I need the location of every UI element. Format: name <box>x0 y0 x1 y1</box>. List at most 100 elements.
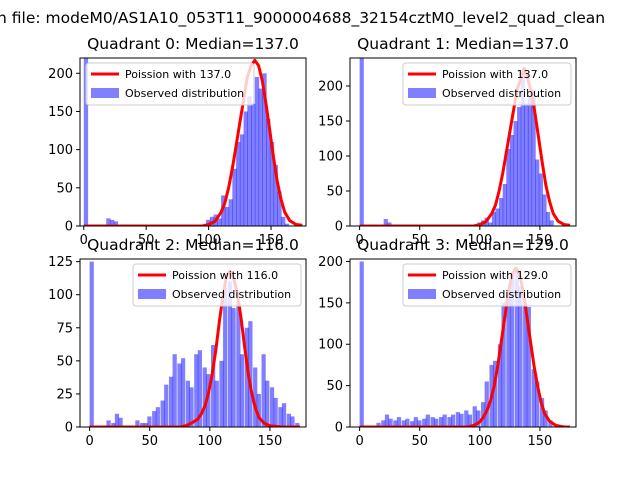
histogram-bar <box>232 168 237 226</box>
histogram-bar <box>83 58 89 226</box>
histogram-bar <box>517 107 522 226</box>
histogram-bar <box>467 414 473 427</box>
histogram-bar <box>548 420 553 427</box>
histogram-bar <box>160 400 165 427</box>
axes-frame <box>79 258 307 428</box>
histogram-bar <box>497 344 503 427</box>
histogram-bar <box>383 219 388 226</box>
histogram-bar <box>269 142 275 226</box>
histogram-bar <box>277 191 282 226</box>
histogram <box>359 58 554 226</box>
histogram-bar <box>239 354 245 427</box>
histogram-bar <box>476 410 481 427</box>
x-tick-label: 100 <box>196 233 221 248</box>
histogram-bar <box>197 350 203 427</box>
histogram-bar <box>526 307 531 427</box>
histogram-bar <box>472 406 477 427</box>
histogram-bar <box>513 121 518 226</box>
histogram-bar <box>143 423 148 427</box>
histogram-bar <box>172 354 177 427</box>
y-tick-label: 150 <box>48 105 73 120</box>
y-tick-label: 50 <box>326 379 343 394</box>
legend: Poission with 137.0 Observed distribution <box>402 62 572 106</box>
histogram-bar <box>256 393 261 427</box>
histogram-bar <box>359 261 364 427</box>
subplot-title: Quadrant 2: Median=116.0 <box>87 236 299 254</box>
histogram-bar <box>273 164 278 226</box>
histogram-bar <box>538 173 543 226</box>
y-tick-label: 200 <box>48 67 73 82</box>
x-tick-label: 50 <box>411 434 428 449</box>
histogram-bar <box>447 417 452 427</box>
x-tick-label: 150 <box>528 434 553 449</box>
histogram-bar <box>273 397 278 427</box>
histogram-bar <box>284 223 290 226</box>
histogram-bar <box>262 73 267 226</box>
histogram-bar <box>113 221 119 226</box>
legend-box <box>85 62 255 106</box>
x-tick-label: 150 <box>528 233 553 248</box>
histogram-bar <box>258 88 263 226</box>
histogram-bar <box>244 327 249 427</box>
histogram-bar <box>223 288 228 427</box>
histogram-bar <box>520 72 525 226</box>
histogram-bar <box>499 198 504 226</box>
histogram-bar <box>281 216 286 226</box>
y-tick-label: 75 <box>56 321 73 336</box>
histogram-bar <box>265 380 270 427</box>
y-tick-label: 200 <box>318 80 343 95</box>
legend-label-observed: Observed distribution <box>442 288 561 301</box>
histogram-bar <box>524 103 529 226</box>
x-tick-label: 0 <box>355 434 363 449</box>
y-tick-label: 100 <box>318 150 343 165</box>
histogram-bar <box>251 103 256 226</box>
histogram-bar <box>387 222 392 226</box>
y-tick-label: 100 <box>48 288 73 303</box>
histogram-bar <box>206 219 211 226</box>
histogram-bar <box>464 410 469 427</box>
histogram-bar <box>185 380 190 427</box>
y-tick-label: 25 <box>56 387 73 402</box>
histogram-bar <box>506 149 511 226</box>
histogram-bar <box>527 96 533 226</box>
axes-frame <box>349 258 577 428</box>
y-tick-label: 100 <box>318 338 343 353</box>
histogram-bar <box>442 414 447 427</box>
histogram-bar <box>495 208 500 226</box>
histogram-bar <box>194 354 199 427</box>
y-tick-label: 50 <box>326 185 343 200</box>
histogram-bar <box>239 134 245 226</box>
histogram-bar <box>396 417 402 427</box>
histogram-bar <box>493 360 498 427</box>
y-tick-label: 200 <box>318 255 343 270</box>
subplot-quadrant-0: 0 50 100 150 0 50 100 150 200 Poission with 137.0… <box>48 35 307 248</box>
y-tick-label: 50 <box>56 354 73 369</box>
histogram-bar <box>535 381 540 427</box>
histogram-bar <box>177 363 182 427</box>
histogram-bar <box>248 321 253 427</box>
histogram-bar <box>509 135 515 226</box>
x-tick-label: 50 <box>141 434 158 449</box>
histogram-bar <box>189 387 194 427</box>
histogram-bar <box>286 413 291 427</box>
legend-label-poisson: Poission with 137.0 <box>125 68 231 81</box>
histogram-bar <box>281 403 287 427</box>
legend: Poission with 129.0 Observed distribution <box>402 263 572 307</box>
histogram-bar <box>217 218 222 226</box>
legend-label-poisson: Poission with 116.0 <box>172 269 278 282</box>
histogram-bar <box>514 269 519 427</box>
histogram-bar <box>228 199 233 226</box>
histogram-bar <box>140 423 145 427</box>
histogram-bar <box>236 142 241 226</box>
histogram-bar <box>531 369 536 427</box>
histogram-bar <box>542 194 547 226</box>
legend-hist-swatch <box>138 289 166 299</box>
histogram-bar <box>459 413 464 427</box>
histogram-bar <box>247 96 252 226</box>
histogram-bar <box>417 420 422 427</box>
x-tick-label: 100 <box>467 233 492 248</box>
x-tick-label: 0 <box>355 233 363 248</box>
histogram-bar <box>135 420 140 427</box>
histogram-bar <box>438 417 444 427</box>
